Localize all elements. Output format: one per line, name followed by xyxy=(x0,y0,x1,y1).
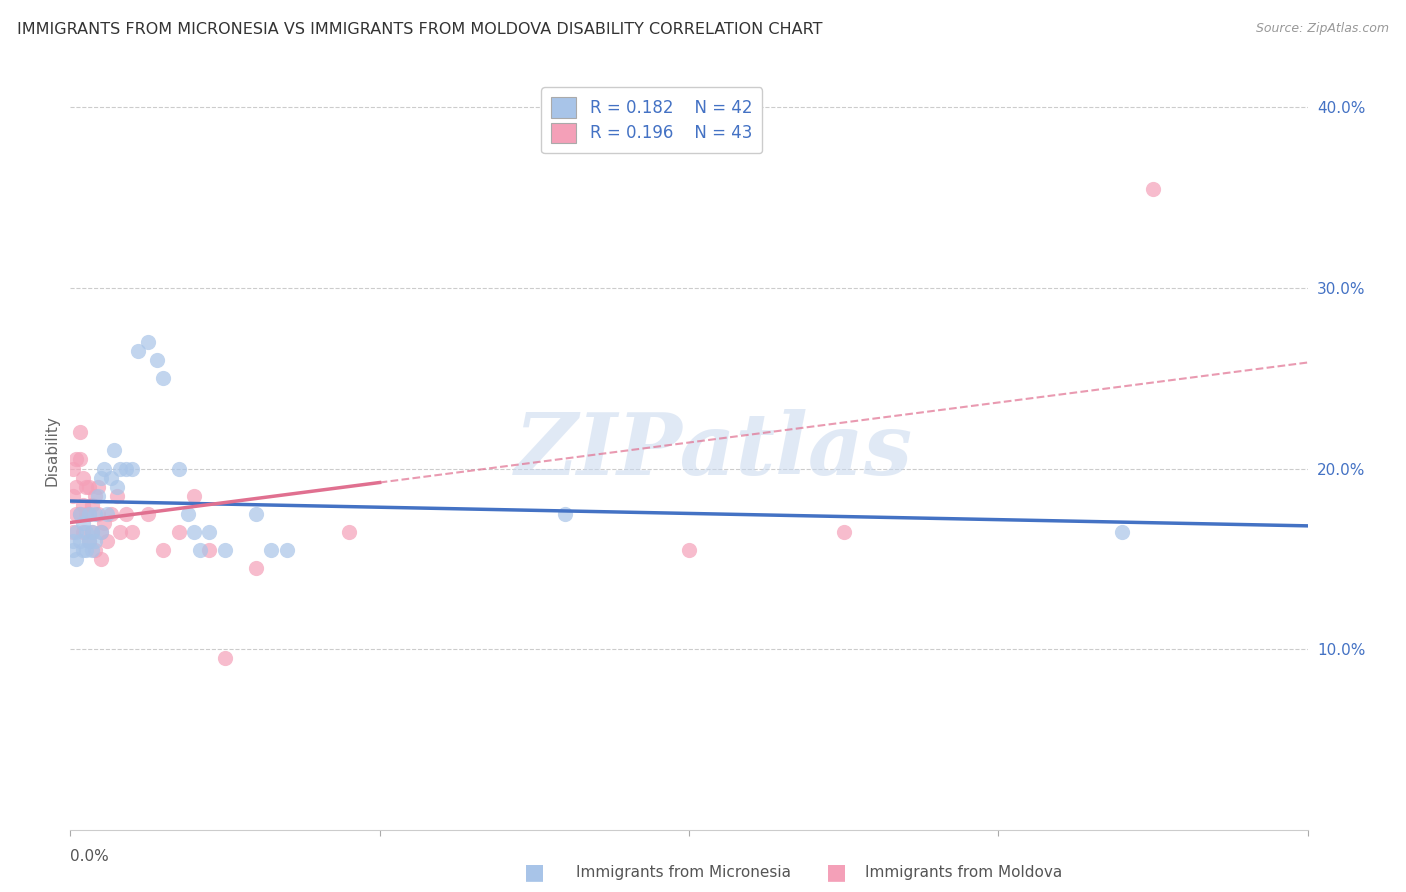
Point xyxy=(100,507,122,521)
Point xyxy=(93,461,115,475)
Point xyxy=(69,452,91,467)
Point xyxy=(62,461,84,475)
Point xyxy=(260,542,283,557)
Point xyxy=(678,542,700,557)
Point xyxy=(198,542,221,557)
Point xyxy=(108,461,131,475)
Point xyxy=(1111,524,1133,539)
Point xyxy=(115,461,138,475)
Point xyxy=(62,542,84,557)
Text: ■: ■ xyxy=(827,863,846,882)
Point xyxy=(72,516,94,530)
Text: Immigrants from Micronesia: Immigrants from Micronesia xyxy=(576,865,792,880)
Point xyxy=(69,507,91,521)
Point xyxy=(65,479,87,493)
Point xyxy=(214,542,236,557)
Point xyxy=(136,335,159,350)
Point xyxy=(214,651,236,665)
Point xyxy=(77,479,100,493)
Point xyxy=(62,533,84,548)
Point xyxy=(121,461,143,475)
Text: IMMIGRANTS FROM MICRONESIA VS IMMIGRANTS FROM MOLDOVA DISABILITY CORRELATION CHA: IMMIGRANTS FROM MICRONESIA VS IMMIGRANTS… xyxy=(17,22,823,37)
Text: Source: ZipAtlas.com: Source: ZipAtlas.com xyxy=(1256,22,1389,36)
Point xyxy=(183,489,205,503)
Point xyxy=(72,498,94,512)
Point xyxy=(65,524,87,539)
Point xyxy=(77,507,100,521)
Point xyxy=(105,479,128,493)
Point xyxy=(90,524,112,539)
Point xyxy=(90,470,112,484)
Point xyxy=(72,542,94,557)
Point xyxy=(84,533,107,548)
Point xyxy=(77,533,100,548)
Point xyxy=(90,551,112,566)
Text: Immigrants from Moldova: Immigrants from Moldova xyxy=(865,865,1062,880)
Point xyxy=(276,542,298,557)
Point xyxy=(72,524,94,539)
Point xyxy=(84,489,107,503)
Point xyxy=(80,524,103,539)
Point xyxy=(90,524,112,539)
Point xyxy=(77,507,100,521)
Point xyxy=(167,461,190,475)
Point xyxy=(105,489,128,503)
Point xyxy=(75,507,97,521)
Point xyxy=(65,452,87,467)
Point xyxy=(115,507,138,521)
Point xyxy=(65,551,87,566)
Point xyxy=(136,507,159,521)
Y-axis label: Disability: Disability xyxy=(44,415,59,486)
Point xyxy=(554,507,576,521)
Point xyxy=(177,507,200,521)
Point xyxy=(183,524,205,539)
Point xyxy=(152,371,174,385)
Point xyxy=(152,542,174,557)
Point xyxy=(100,470,122,484)
Point xyxy=(65,507,87,521)
Point xyxy=(121,524,143,539)
Point xyxy=(69,507,91,521)
Point xyxy=(87,479,110,493)
Point xyxy=(96,533,118,548)
Point xyxy=(832,524,855,539)
Point xyxy=(62,489,84,503)
Point xyxy=(93,516,115,530)
Point xyxy=(167,524,190,539)
Legend: R = 0.182    N = 42, R = 0.196    N = 43: R = 0.182 N = 42, R = 0.196 N = 43 xyxy=(541,87,762,153)
Point xyxy=(198,524,221,539)
Point xyxy=(84,542,107,557)
Point xyxy=(84,507,107,521)
Point xyxy=(80,542,103,557)
Point xyxy=(108,524,131,539)
Point xyxy=(87,489,110,503)
Point xyxy=(245,507,267,521)
Text: ZIPatlas: ZIPatlas xyxy=(515,409,912,492)
Point xyxy=(77,533,100,548)
Point xyxy=(69,533,91,548)
Point xyxy=(245,561,267,575)
Point xyxy=(87,507,110,521)
Point xyxy=(72,470,94,484)
Point xyxy=(75,524,97,539)
Point xyxy=(127,344,149,359)
Point xyxy=(188,542,211,557)
Point xyxy=(69,425,91,440)
Point xyxy=(96,507,118,521)
Point xyxy=(1142,182,1164,196)
Point xyxy=(80,498,103,512)
Point xyxy=(62,524,84,539)
Point xyxy=(337,524,360,539)
Point xyxy=(103,443,125,458)
Text: 0.0%: 0.0% xyxy=(70,848,110,863)
Point xyxy=(75,542,97,557)
Text: ■: ■ xyxy=(524,863,544,882)
Point xyxy=(80,524,103,539)
Point xyxy=(146,353,169,368)
Point xyxy=(75,479,97,493)
